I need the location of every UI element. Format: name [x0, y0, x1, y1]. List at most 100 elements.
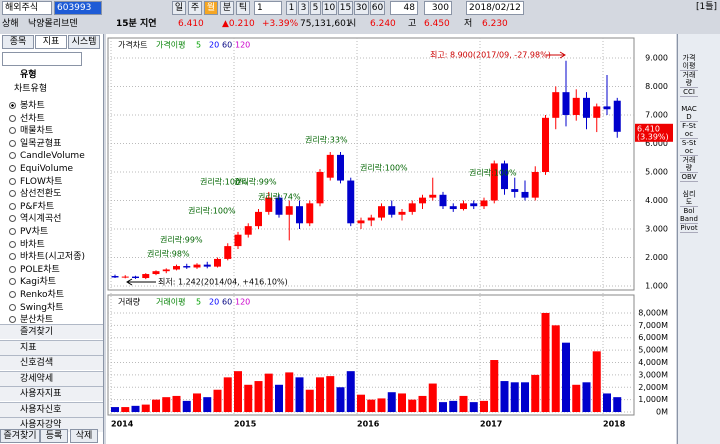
code-input[interactable]: 603993 — [54, 1, 102, 15]
chart-type[interactable]: Renko차트 — [6, 289, 64, 301]
chart-type[interactable]: PV차트 — [6, 226, 48, 238]
volume-bar — [326, 376, 335, 413]
period-button[interactable]: 월 — [204, 1, 218, 15]
indicator-button[interactable]: F-Stoc — [680, 122, 698, 139]
indicator-button[interactable]: Bol Band — [680, 207, 698, 224]
volume-bar — [223, 377, 232, 413]
chart-type[interactable]: P&F차트 — [6, 201, 54, 213]
volume-bar — [408, 399, 417, 413]
section-header[interactable]: 즐겨찾기 — [0, 324, 103, 339]
y-tick-label: 3.000 — [645, 224, 668, 233]
volume-bar — [213, 389, 222, 413]
chart-type[interactable]: 매물차트 — [6, 125, 53, 137]
volume-bar — [121, 407, 130, 413]
bottom-tab[interactable]: 즐겨찾기 — [0, 429, 40, 443]
section-header[interactable]: 사용자신호 — [0, 401, 103, 417]
quote-high: 6.450 — [424, 19, 450, 29]
volume-bar — [510, 382, 519, 413]
candle-body — [255, 211, 262, 227]
chart-type[interactable]: Kagi차트 — [6, 276, 56, 288]
volume-bar — [203, 397, 212, 413]
candle-body — [296, 206, 303, 224]
candle-body — [562, 92, 570, 115]
volume-bar — [459, 395, 468, 413]
x-tick-label: 2017 — [480, 420, 502, 429]
volume-bar — [562, 342, 570, 413]
total-input[interactable]: 300 — [424, 1, 452, 15]
y-tick-label: 7.000 — [645, 110, 668, 119]
bottom-tab[interactable]: 등록 — [40, 429, 68, 443]
last-change-label: (3.39%) — [637, 132, 669, 141]
market-select[interactable]: 해외주식 — [2, 1, 52, 15]
section-header[interactable]: 지표 — [0, 339, 103, 355]
panel-tab[interactable]: 지표 — [35, 35, 67, 49]
y-tick-label: 5.000 — [645, 167, 668, 176]
period-button[interactable]: 분 — [220, 1, 234, 15]
search-input[interactable] — [2, 52, 82, 66]
date-input[interactable]: 2018/02/12 — [466, 1, 524, 15]
volume-bar — [418, 395, 427, 413]
annotation: 권리락:100% — [360, 163, 408, 173]
layout-label: [1틀] — [696, 2, 718, 12]
indicator-button[interactable]: 거래량 — [680, 156, 698, 173]
quote-open: 6.240 — [370, 19, 396, 29]
volume-bar — [182, 400, 191, 413]
indicator-button[interactable]: S-Stoc — [680, 139, 698, 156]
chart-type[interactable]: 바차트(시고저종) — [6, 251, 85, 263]
period-button[interactable]: 틱 — [236, 1, 250, 15]
candle-body — [429, 194, 437, 198]
chart-type[interactable]: EquiVolume — [6, 163, 73, 175]
indicator-button[interactable]: 거래량 — [680, 71, 698, 88]
last-price-label: 6.410 — [637, 124, 660, 133]
volume-bar — [603, 393, 611, 413]
period-count[interactable]: 1 — [254, 1, 282, 15]
chart-type[interactable]: 바차트 — [6, 239, 45, 251]
section-header[interactable]: 신호검색 — [0, 355, 103, 370]
panel-tab[interactable]: 종목 — [2, 35, 34, 49]
chart-type[interactable]: CandleVolume — [6, 150, 85, 162]
panel-tab[interactable]: 시스템 — [68, 35, 100, 49]
indicator-button[interactable]: CCI — [680, 88, 698, 97]
chart: 1.000 2.000 3.000 4.000 5.000 6.000 7.000 8.000… — [106, 34, 676, 444]
chart-type[interactable]: 일목균형표 — [6, 138, 61, 150]
chart-type[interactable]: 삼선전환도 — [6, 188, 61, 200]
annotation: 권리락:99% — [234, 177, 277, 187]
indicator-button[interactable]: OBV — [680, 173, 698, 182]
period-button[interactable]: 일 — [172, 1, 186, 15]
y-tick-label: 8.000 — [645, 82, 668, 91]
y-tick-label: 2.000 — [645, 253, 668, 262]
section-header[interactable]: 사용자강약 — [0, 417, 103, 432]
indicator-button[interactable]: MACD — [680, 105, 698, 122]
candle-body — [378, 206, 385, 218]
chart-type[interactable]: 선차트 — [6, 113, 45, 125]
count-input[interactable]: 48 — [390, 1, 418, 15]
chart-type[interactable]: Swing차트 — [6, 302, 64, 314]
minute-button[interactable]: 5 — [310, 1, 321, 15]
minute-button[interactable]: 15 — [338, 1, 353, 15]
candle-body — [480, 200, 488, 207]
indicator-button[interactable]: 가격이평 — [680, 54, 698, 71]
chart-type[interactable]: 분산차트 — [6, 314, 53, 326]
chart-type[interactable]: 역시계곡선 — [6, 213, 61, 225]
chart-type[interactable]: 봉차트 — [6, 100, 45, 112]
volume-bar — [469, 402, 478, 413]
minute-button[interactable]: 3 — [298, 1, 309, 15]
legend-period: 20 — [209, 41, 219, 50]
chart-type[interactable]: FLOW차트 — [6, 176, 62, 188]
volume-bar — [162, 397, 171, 413]
y2-tick-label: 4,000M — [638, 358, 668, 367]
indicator-button[interactable]: Pivot — [680, 224, 698, 233]
candle-body — [224, 246, 232, 259]
minute-button[interactable]: 60 — [370, 1, 385, 15]
bottom-tab[interactable]: 삭제 — [70, 429, 98, 443]
period-button[interactable]: 주 — [188, 1, 202, 15]
section-header[interactable]: 강세약세 — [0, 370, 103, 386]
minute-button[interactable]: 10 — [322, 1, 337, 15]
minute-button[interactable]: 1 — [286, 1, 297, 15]
section-header[interactable]: 사용자지표 — [0, 386, 103, 401]
candle-body — [347, 180, 355, 224]
chart-type[interactable]: POLE차트 — [6, 264, 60, 276]
candle-body — [521, 191, 529, 198]
minute-button[interactable]: 30 — [354, 1, 369, 15]
indicator-button[interactable]: 심리도 — [680, 190, 698, 207]
